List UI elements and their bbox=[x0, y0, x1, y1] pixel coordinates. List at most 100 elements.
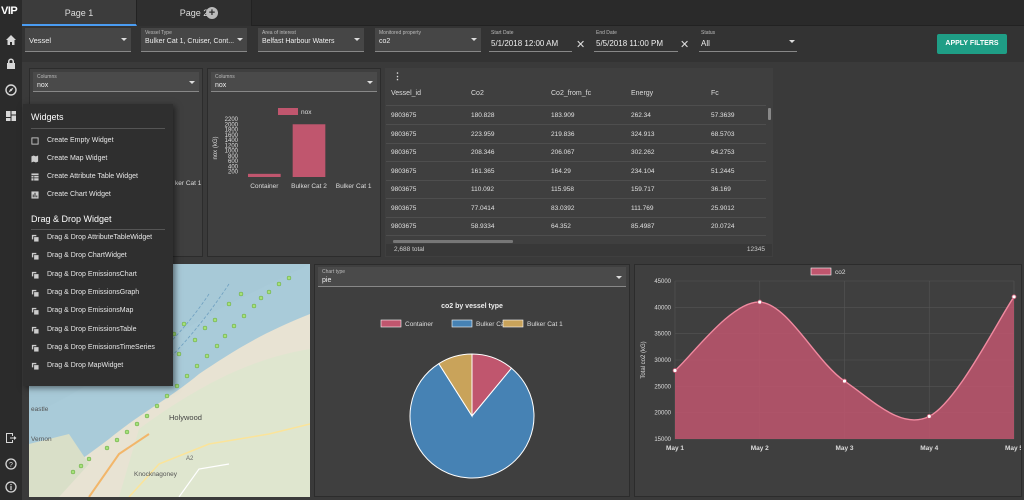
dnd-menu-title: Drag & Drop Widget bbox=[31, 214, 112, 224]
tab-page-2[interactable]: Page 2 bbox=[137, 0, 252, 26]
y-tick-label: 20000 bbox=[654, 411, 671, 417]
help-icon[interactable]: ? bbox=[5, 458, 17, 470]
menu-item-create[interactable]: Create Map Widget bbox=[31, 153, 171, 167]
table-cell: 77.0414 bbox=[471, 204, 495, 212]
drag-drop-icon bbox=[31, 253, 39, 260]
widgets-menu: Widgets Create Empty Widget Create Map Wi… bbox=[23, 104, 173, 386]
table-cell: 9803675 bbox=[391, 167, 417, 175]
tab-page-1[interactable]: Page 1 bbox=[22, 0, 137, 26]
co2-pie-chart: co2 by vessel type Container Bulker Cat 2 B… bbox=[380, 303, 563, 479]
drag-drop-icon bbox=[31, 344, 39, 352]
y-tick-label: 200 bbox=[228, 170, 239, 176]
table-header-cell[interactable]: Fc bbox=[711, 90, 719, 97]
data-point-co2[interactable] bbox=[757, 299, 763, 305]
menu-item-create[interactable]: Create Empty Widget bbox=[31, 135, 171, 149]
vessel-select[interactable]: Vessel bbox=[25, 28, 131, 52]
x-tick-label: Container bbox=[250, 183, 279, 190]
co2-timeseries-panel: co2 15000 20000 25000 30000 35000 40000 45000 To… bbox=[634, 264, 1022, 497]
chart-type-select[interactable]: Chart type pie bbox=[318, 267, 626, 287]
y-tick-label: 45000 bbox=[654, 279, 671, 285]
home-icon[interactable] bbox=[5, 34, 17, 46]
legend-swatch bbox=[451, 319, 473, 328]
legend-swatch bbox=[380, 319, 402, 328]
menu-item-drag-drop[interactable]: Drag & Drop AttributeTableWidget bbox=[31, 232, 171, 246]
x-tick-label: Bulker Cat 2 bbox=[291, 183, 327, 190]
monitored-label: Monitored property bbox=[379, 30, 421, 36]
table-header-cell[interactable]: Energy bbox=[631, 90, 654, 97]
start-date-label: Start Date bbox=[491, 30, 514, 36]
table-cell: 111.769 bbox=[631, 204, 654, 212]
table-total: 2,688 total bbox=[394, 246, 425, 253]
y-axis-label: nox (kG) bbox=[213, 136, 219, 159]
end-date-label: End Date bbox=[596, 30, 617, 36]
vessel-type-select[interactable]: Vessel Type Bulker Cat 1, Cruiser, Cont.… bbox=[141, 28, 247, 52]
y-tick-label: 35000 bbox=[654, 332, 671, 338]
menu-divider bbox=[31, 128, 165, 129]
pie-title: co2 by vessel type bbox=[441, 303, 503, 310]
y-tick-label: 30000 bbox=[654, 358, 671, 364]
table-cell: 324.913 bbox=[631, 130, 655, 138]
menu-item-create[interactable]: Create Attribute Table Widget bbox=[31, 171, 171, 185]
menu-item-label: Drag & Drop AttributeTableWidget bbox=[47, 234, 153, 241]
more-vert-icon[interactable]: ⋮ bbox=[393, 71, 402, 81]
end-date-field[interactable]: End Date 5/5/2018 11:00 PM bbox=[594, 28, 678, 52]
widgets-menu-title: Widgets bbox=[31, 112, 64, 122]
lock-icon[interactable] bbox=[5, 58, 17, 70]
legend-label-co2: co2 bbox=[835, 269, 846, 276]
columns-select[interactable]: Columns nox bbox=[33, 72, 199, 92]
area-select[interactable]: Area of interest Belfast Harbour Waters bbox=[258, 28, 364, 52]
vertical-scrollbar[interactable] bbox=[768, 108, 771, 120]
app-logo: VIP bbox=[1, 5, 18, 17]
monitored-property-select[interactable]: Monitored property co2 bbox=[375, 28, 481, 52]
menu-item-drag-drop[interactable]: Drag & Drop ChartWidget bbox=[31, 250, 171, 264]
left-rail: VIP ? bbox=[0, 0, 22, 500]
menu-item-create[interactable]: Create Chart Widget bbox=[31, 189, 171, 203]
menu-item-drag-drop[interactable]: Drag & Drop EmissionsTimeSeries bbox=[31, 342, 171, 356]
table-cell: 206.067 bbox=[551, 149, 575, 156]
table-cell: 115.958 bbox=[551, 186, 575, 193]
menu-item-label: Create Chart Widget bbox=[47, 191, 111, 198]
menu-item-drag-drop[interactable]: Drag & Drop EmissionsChart bbox=[31, 269, 171, 283]
columns-select[interactable]: Columns nox bbox=[211, 72, 377, 92]
table-header-cell[interactable]: Co2 bbox=[471, 90, 484, 97]
menu-item-drag-drop[interactable]: Drag & Drop EmissionsMap bbox=[31, 305, 171, 319]
dashboard-icon[interactable] bbox=[5, 110, 17, 122]
tab-bar: Page 1 Page 2 bbox=[22, 0, 1024, 26]
logout-icon[interactable] bbox=[5, 432, 17, 444]
vessel-type-label: Vessel Type bbox=[145, 30, 172, 36]
x-tick-label: May 4 bbox=[920, 445, 938, 452]
menu-item-label: Drag & Drop ChartWidget bbox=[47, 252, 127, 260]
clear-end-date-icon[interactable]: ✕ bbox=[680, 39, 690, 51]
start-date-field[interactable]: Start Date 5/1/2018 12:00 AM bbox=[489, 28, 572, 52]
clear-start-date-icon[interactable]: ✕ bbox=[576, 39, 586, 51]
data-point-co2[interactable] bbox=[672, 368, 678, 373]
table-icon bbox=[31, 173, 39, 181]
table-header-cell[interactable]: Co2_from_fc bbox=[551, 90, 592, 97]
menu-item-drag-drop[interactable]: Drag & Drop EmissionsGraph bbox=[31, 287, 171, 301]
table-cell: 9803675 bbox=[391, 186, 417, 193]
menu-item-drag-drop[interactable]: Drag & Drop EmissionsTable bbox=[31, 324, 171, 338]
menu-item-label: Create Map Widget bbox=[47, 155, 108, 162]
add-tab-icon[interactable]: + bbox=[206, 7, 218, 19]
apply-filters-button[interactable]: APPLY FILTERS bbox=[937, 34, 1007, 54]
horizontal-scrollbar[interactable] bbox=[393, 240, 513, 243]
row-divider bbox=[386, 124, 766, 125]
table-cell: 183.909 bbox=[551, 112, 575, 119]
y-axis-label: Total co2 (kG) bbox=[641, 341, 647, 378]
table-cell: 9803675 bbox=[391, 204, 417, 212]
status-select[interactable]: Status All bbox=[699, 28, 797, 52]
row-divider bbox=[386, 216, 766, 218]
chevron-down-icon bbox=[237, 38, 243, 41]
attribute-table: ⋮ Vessel_id Co2 Co2_from_fc Energy Fc 980367… bbox=[385, 68, 773, 257]
chevron-down-icon bbox=[354, 38, 360, 41]
data-point-co2[interactable] bbox=[1011, 294, 1017, 300]
map-label-knocknagoney: Knocknagoney bbox=[134, 471, 178, 478]
compass-icon[interactable] bbox=[5, 84, 17, 96]
table-cell: 58.9334 bbox=[471, 223, 495, 230]
info-icon[interactable] bbox=[5, 481, 17, 493]
data-point-co2[interactable] bbox=[842, 378, 847, 384]
table-header-cell[interactable]: Vessel_id bbox=[391, 90, 421, 97]
data-point-co2[interactable] bbox=[926, 413, 932, 419]
menu-item-drag-drop[interactable]: Drag & Drop MapWidget bbox=[31, 360, 171, 374]
drag-drop-icon bbox=[31, 234, 39, 242]
